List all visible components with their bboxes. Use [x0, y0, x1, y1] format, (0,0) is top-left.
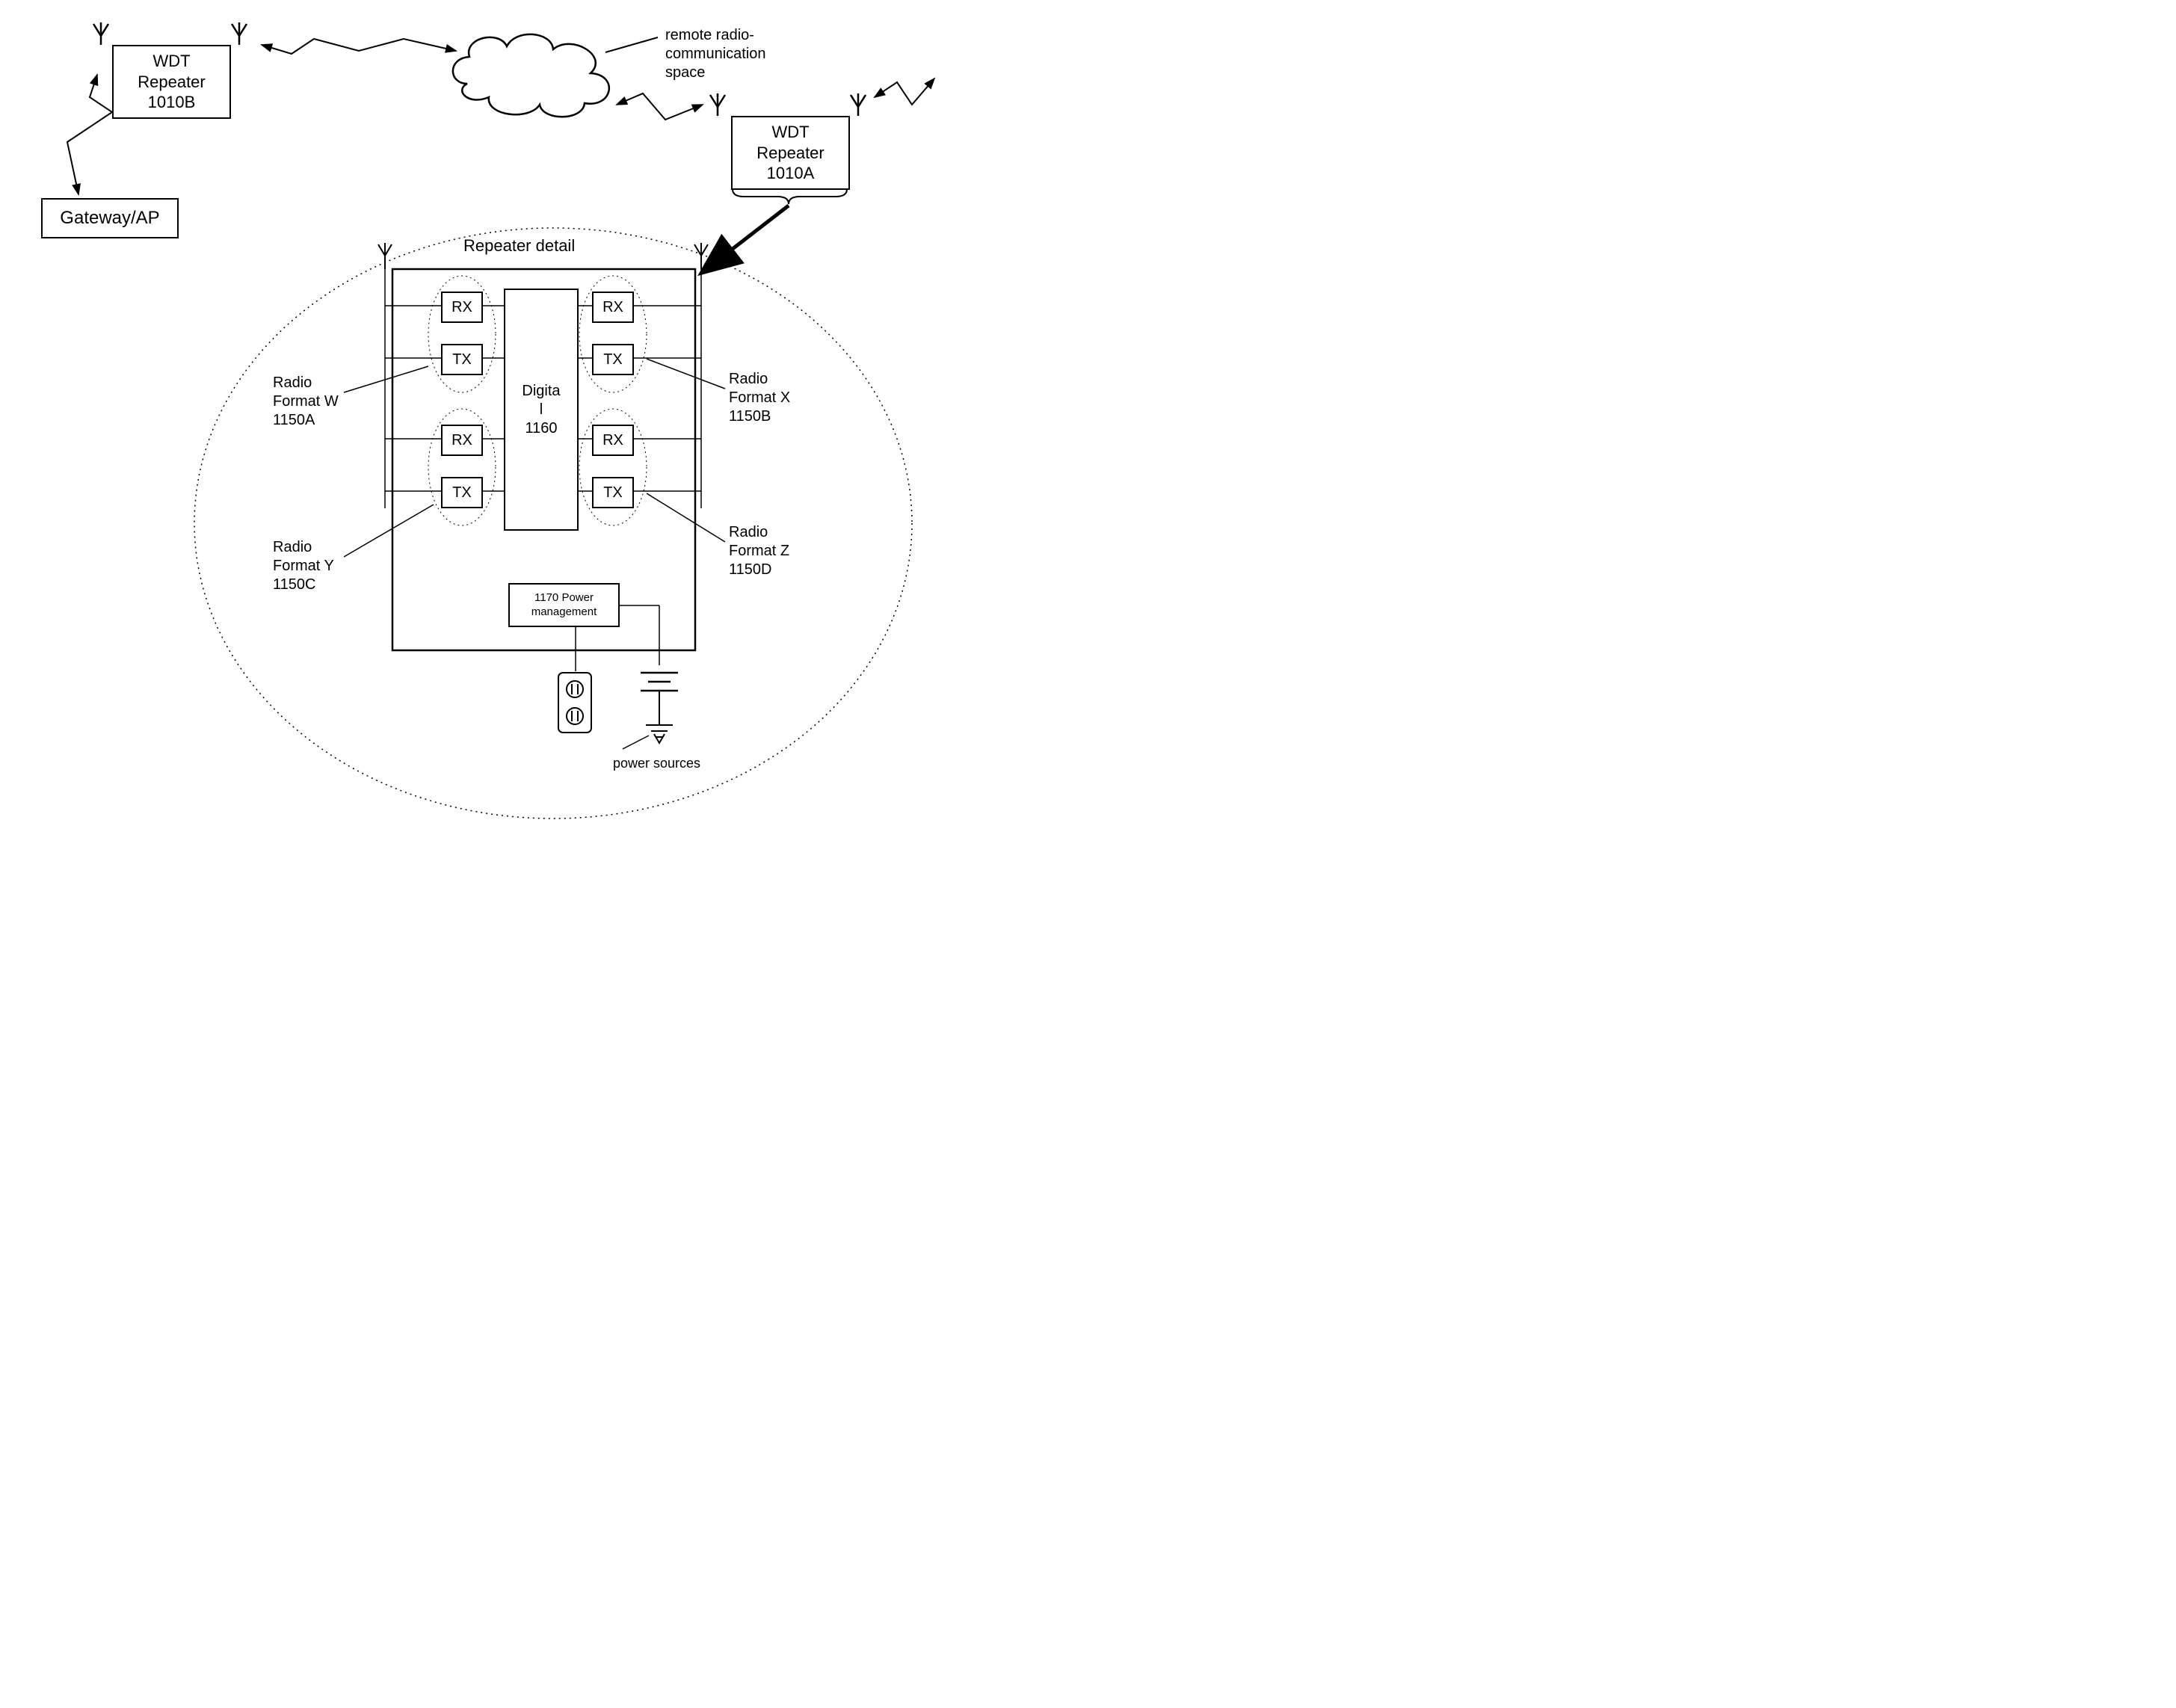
- repeater-b-box: WDT Repeater 1010B: [112, 45, 231, 119]
- repeater-a-label: WDT Repeater 1010A: [756, 122, 825, 184]
- rx-box: RX: [441, 425, 483, 456]
- ground-icon: [641, 673, 678, 743]
- radio-w-label: Radio Format W 1150A: [273, 374, 339, 430]
- gateway-label: Gateway/AP: [60, 207, 159, 229]
- digital-block: Digita l 1160: [504, 289, 579, 531]
- radio-z-label: Radio Format Z 1150D: [729, 523, 789, 579]
- detail-arrow: [706, 206, 789, 269]
- link-repB-cloud: [262, 39, 456, 54]
- tx-box: TX: [592, 344, 634, 375]
- tx-box: TX: [441, 477, 483, 508]
- radio-x-label: Radio Format X 1150B: [729, 370, 790, 426]
- digital-label: Digita l 1160: [522, 382, 560, 438]
- rx-box: RX: [592, 292, 634, 323]
- antenna-icon: [851, 93, 866, 116]
- bracket-icon: [733, 189, 847, 204]
- tx-box: TX: [592, 477, 634, 508]
- rx-box: RX: [592, 425, 634, 456]
- link-cloud-repA: [617, 93, 703, 120]
- repeater-b-label: WDT Repeater 1010B: [138, 51, 206, 113]
- detail-title: Repeater detail: [463, 235, 575, 256]
- power-mgmt-block: 1170 Power management: [508, 583, 620, 627]
- diagram-canvas: Gateway/AP WDT Repeater 1010B WDT Repeat…: [15, 15, 1099, 867]
- power-mgmt-label: 1170 Power management: [531, 591, 597, 620]
- antenna-icon: [378, 243, 392, 269]
- cloud-label: remote radio- communication space: [665, 26, 766, 82]
- radio-y-label: Radio Format Y 1150C: [273, 538, 334, 594]
- gateway-box: Gateway/AP: [41, 198, 179, 238]
- repeater-a-box: WDT Repeater 1010A: [731, 116, 850, 190]
- rx-box: RX: [441, 292, 483, 323]
- tx-box: TX: [441, 344, 483, 375]
- outlet-icon: [558, 673, 591, 733]
- power-sources-label: power sources: [613, 755, 700, 772]
- antenna-icon: [93, 22, 108, 45]
- antenna-icon: [694, 243, 708, 269]
- cloud-icon: [453, 34, 609, 117]
- antenna-icon: [232, 22, 247, 45]
- antenna-icon: [710, 93, 725, 116]
- link-gw-repB: [67, 75, 112, 194]
- link-repA-out: [875, 78, 934, 105]
